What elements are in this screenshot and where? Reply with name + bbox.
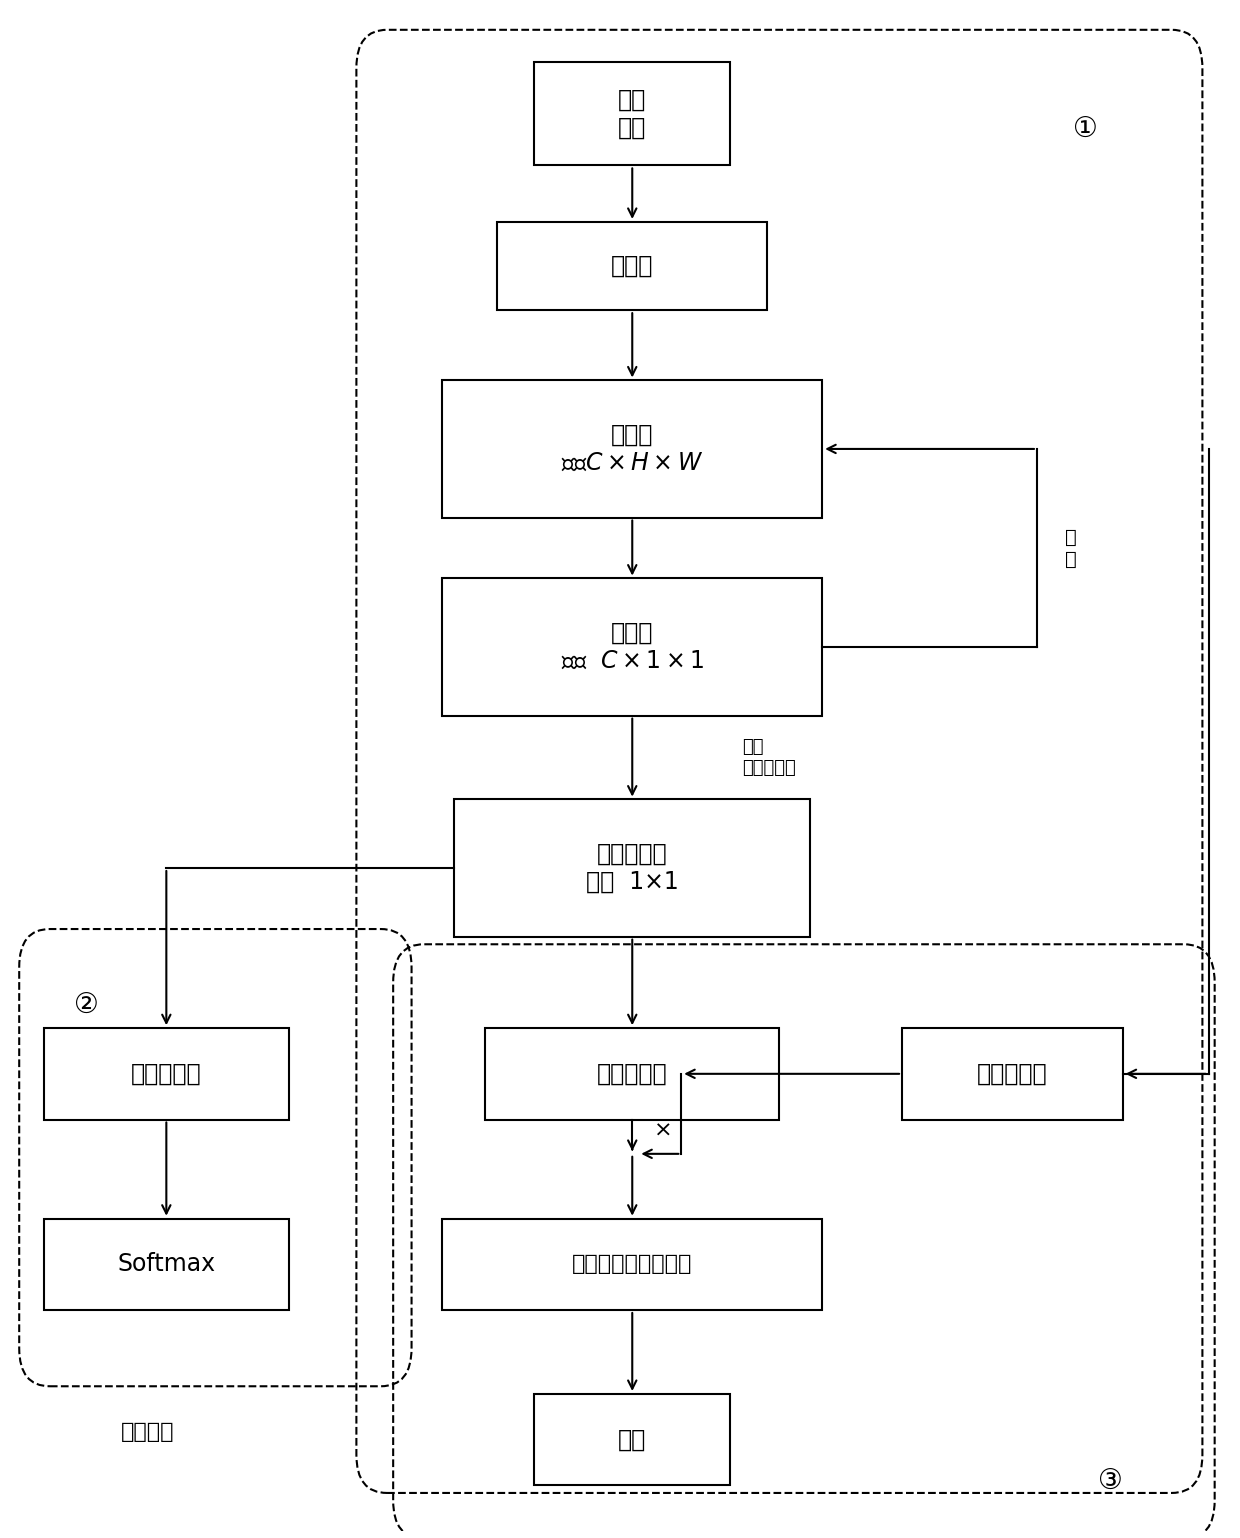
Text: 最大值响应
大小  1×1: 最大值响应 大小 1×1 (585, 843, 678, 894)
FancyBboxPatch shape (485, 1027, 780, 1120)
FancyBboxPatch shape (443, 380, 822, 517)
Text: 检测器
大小  $C\times1\times1$: 检测器 大小 $C\times1\times1$ (560, 621, 704, 674)
Text: 全局
最大值池化: 全局 最大值池化 (743, 738, 796, 777)
FancyBboxPatch shape (443, 578, 822, 715)
Text: 平均值池化: 平均值池化 (131, 1061, 202, 1086)
Text: 卷
积: 卷 积 (1065, 528, 1078, 569)
FancyBboxPatch shape (534, 62, 730, 166)
FancyBboxPatch shape (497, 221, 768, 311)
Text: ③: ③ (1097, 1467, 1123, 1495)
Text: Softmax: Softmax (118, 1252, 216, 1277)
Text: 分类: 分类 (618, 1427, 646, 1452)
Text: 特征图
大小$C\times H\times W$: 特征图 大小$C\times H\times W$ (560, 423, 703, 475)
Text: 空间加权费舍尔编码: 空间加权费舍尔编码 (572, 1255, 692, 1275)
FancyBboxPatch shape (455, 800, 810, 937)
Text: 费舍尔向量: 费舍尔向量 (977, 1061, 1048, 1086)
FancyBboxPatch shape (534, 1393, 730, 1486)
Text: 局部显著图: 局部显著图 (596, 1061, 667, 1086)
Text: 训练过程: 训练过程 (122, 1423, 175, 1443)
Text: ①: ① (1074, 115, 1099, 143)
Text: 输入
图像: 输入 图像 (618, 88, 646, 140)
Text: 卷积层: 卷积层 (611, 254, 653, 278)
FancyBboxPatch shape (43, 1027, 289, 1120)
FancyBboxPatch shape (43, 1218, 289, 1310)
Text: ②: ② (74, 990, 99, 1020)
FancyBboxPatch shape (443, 1218, 822, 1310)
Text: ×: × (653, 1121, 672, 1141)
FancyBboxPatch shape (901, 1027, 1122, 1120)
